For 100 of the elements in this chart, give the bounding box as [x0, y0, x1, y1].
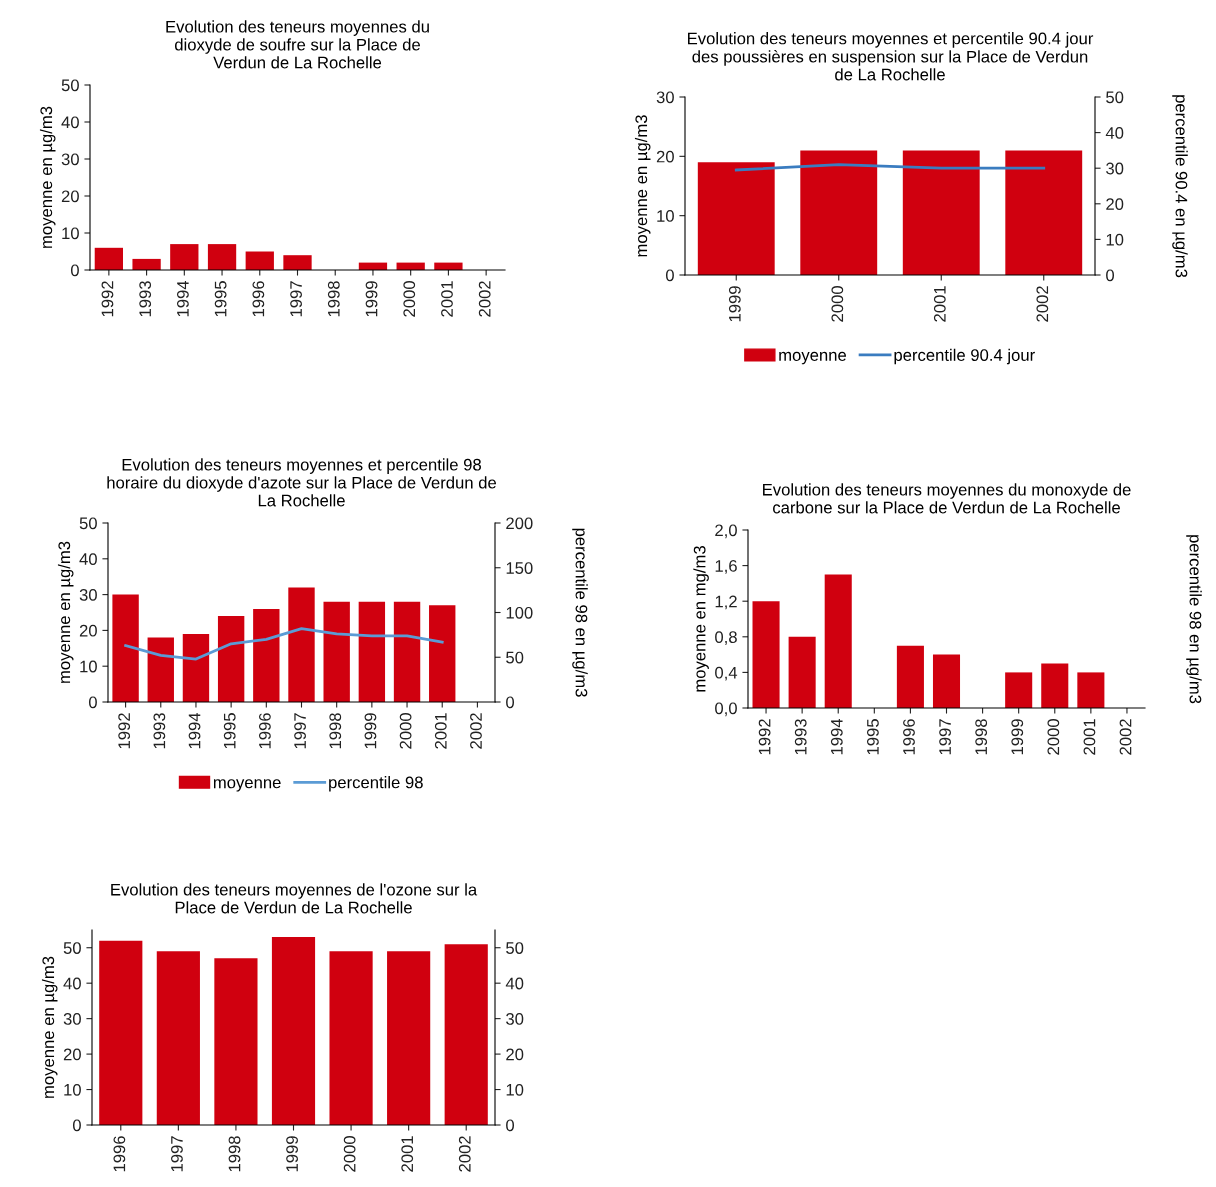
y-tick-label: 0,0: [715, 702, 737, 717]
bar: [112, 594, 139, 702]
y-axis-title: moyenne en µg/m3: [41, 956, 58, 1098]
bar: [288, 587, 315, 702]
y2-tick-label: 100: [506, 606, 533, 619]
chart-title: Evolution des teneurs moyennes et percentile 90.4 jour des poussières en suspension sur la Place de Verdun de La Rochelle: [688, 32, 1094, 81]
y-tick-label: 0: [665, 269, 674, 282]
y-tick-label: 20: [63, 1048, 81, 1061]
bar: [896, 645, 924, 708]
x-tick-label: 1993: [153, 713, 166, 749]
legend-label: moyenne: [213, 779, 281, 792]
x-tick-label: 1997: [939, 719, 951, 755]
bar: [1005, 672, 1033, 708]
y-tick-label: 0: [72, 1119, 81, 1132]
bar: [283, 255, 312, 270]
x-tick-label: 1995: [214, 281, 227, 317]
x-tick-label: 1998: [327, 281, 340, 317]
y-axis-title: moyenne en µg/m3: [57, 541, 74, 683]
y2-tick-label: 10: [1106, 233, 1124, 246]
y2-tick-label: 30: [506, 1013, 524, 1025]
bar: [214, 958, 258, 1125]
y2-tick-label: 50: [506, 942, 524, 954]
x-tick-label: 2002: [470, 713, 482, 749]
y2-tick-label: 40: [505, 977, 524, 990]
y2-tick-label: 50: [1106, 91, 1124, 104]
y2-tick-label: 20: [506, 1048, 524, 1061]
x-tick-label: 1996: [113, 1136, 126, 1172]
y2-tick-label: 0: [506, 696, 515, 709]
x-tick-label: 2001: [434, 713, 447, 749]
x-tick-label: 1998: [228, 1136, 241, 1172]
x-tick-label: 1995: [223, 713, 236, 749]
y2-axis-title: percentile 98 en µg/m3: [1186, 535, 1202, 704]
bar: [170, 244, 199, 270]
y2-tick-label: 50: [506, 651, 524, 664]
x-tick-label: 2000: [403, 281, 416, 317]
y-tick-label: 30: [656, 91, 674, 104]
y-tick-label: 0,4: [715, 666, 738, 681]
y-tick-label: 10: [62, 227, 79, 240]
bar: [1041, 663, 1069, 708]
x-tick-label: 2001: [1083, 719, 1096, 755]
x-tick-label: 1992: [758, 719, 771, 755]
y-tick-label: 1,6: [715, 560, 737, 574]
bar: [393, 601, 421, 702]
y2-axis-title: percentile 98 en µg/m3: [572, 528, 588, 697]
x-tick-label: 2000: [1047, 719, 1060, 755]
y-axis-title: moyenne en mg/m3: [693, 546, 709, 692]
x-tick-label: 1994: [176, 280, 189, 317]
chart-title: Evolution des teneurs moyennes du monoxyde de carbone sur la Place de Verdun de La Rochelle: [763, 483, 1131, 514]
y-tick-label: 30: [61, 153, 79, 166]
y-tick-label: 20: [79, 624, 97, 637]
x-tick-label: 2001: [441, 281, 453, 317]
x-tick-label: 2000: [831, 286, 844, 322]
x-tick-label: 1994: [830, 718, 843, 755]
bar: [824, 574, 852, 708]
x-tick-label: 1999: [364, 713, 377, 749]
bar: [329, 951, 373, 1125]
bar: [94, 247, 124, 270]
x-tick-label: 1992: [118, 713, 131, 749]
y-tick-label: 10: [657, 210, 674, 222]
x-tick-label: 1995: [866, 719, 879, 755]
x-tick-label: 1993: [139, 281, 152, 317]
x-tick-label: 2002: [478, 281, 491, 317]
x-tick-label: 1999: [1011, 719, 1024, 755]
chart-title: Evolution des teneurs moyennes et percentile 98 horaire du dioxyde d'azote sur la Place de Verdun de La Rochelle: [107, 458, 497, 507]
x-tick-label: 1998: [329, 713, 342, 749]
x-tick-label: 2000: [343, 1136, 356, 1172]
x-tick-label: 1993: [794, 719, 807, 755]
y2-tick-label: 150: [506, 562, 533, 574]
x-tick-label: 2002: [458, 1136, 471, 1172]
bar: [788, 636, 816, 708]
y2-tick-label: 10: [506, 1083, 524, 1096]
bar: [253, 608, 280, 702]
y2-axis-title: percentile 90.4 en µg/m3: [1172, 95, 1188, 278]
x-tick-label: 1999: [728, 286, 741, 322]
y-tick-label: 0: [88, 696, 97, 709]
bar: [147, 637, 174, 702]
x-tick-label: 1999: [286, 1136, 298, 1172]
x-tick-label: 1997: [171, 1136, 183, 1172]
x-tick-label: 1997: [294, 713, 306, 749]
legend-label: percentile 90.4 jour: [894, 348, 1035, 365]
x-tick-label: 1996: [903, 719, 915, 755]
y-tick-label: 0,8: [715, 631, 737, 645]
bar: [271, 937, 316, 1125]
legend-label: percentile 98: [329, 776, 423, 792]
y-tick-label: 10: [64, 1083, 81, 1096]
y2-tick-label: 200: [506, 517, 533, 530]
bar: [207, 244, 237, 270]
y2-tick-label: 20: [1106, 198, 1124, 210]
y-tick-label: 40: [61, 116, 79, 129]
x-tick-label: 2000: [399, 713, 412, 749]
chart-title: Evolution des teneurs moyennes de l'ozone sur la Place de Verdun de La Rochelle: [111, 883, 478, 914]
bar: [932, 654, 961, 708]
x-tick-label: 1997: [290, 281, 302, 317]
bar: [387, 951, 431, 1125]
y-tick-label: 50: [63, 942, 81, 954]
bar: [429, 605, 456, 702]
bar: [156, 951, 200, 1125]
y-tick-label: 40: [79, 553, 97, 565]
y-tick-label: 1,2: [715, 595, 737, 610]
x-tick-label: 1994: [188, 712, 201, 749]
